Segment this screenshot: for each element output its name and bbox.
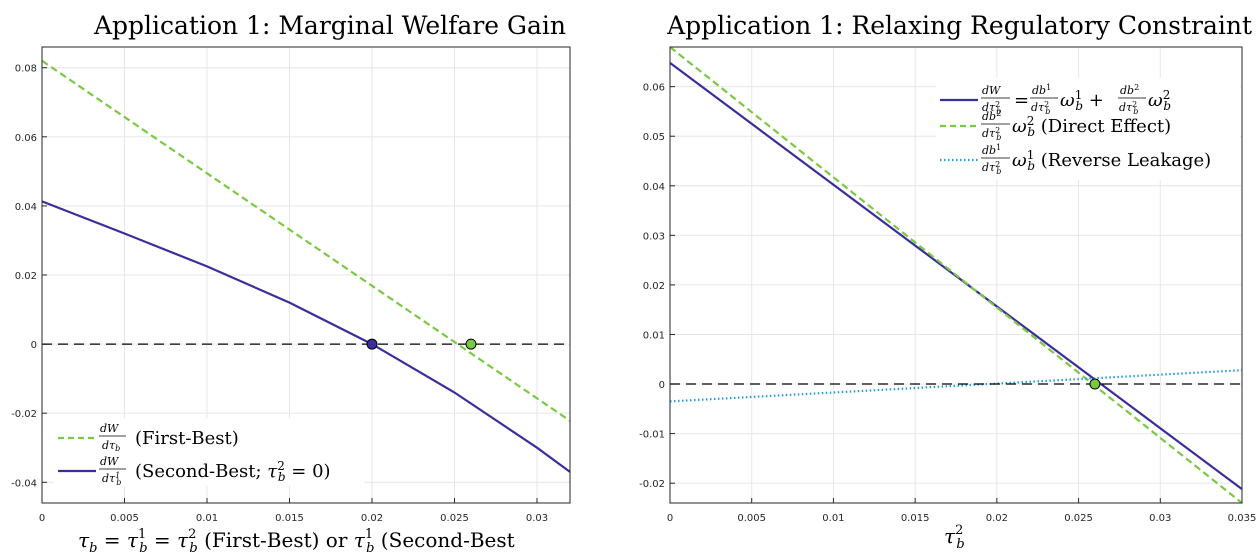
y-tick-label: -0.01 (639, 430, 665, 441)
left-legend-label-second-best: (Second-Best; τ2 b = 0) (135, 459, 331, 484)
right-x-tick-labels: 0 0.005 0.01 0.015 0.02 0.025 0.03 0.035 (667, 513, 1257, 524)
series-line-1 (41, 59, 571, 422)
left-legend-frac-den-2: dτ1 b (102, 471, 121, 487)
left-panel: Application 1: Marginal Welfare Gain 0 0.… (11, 11, 571, 553)
x-tick-label: 0 (667, 513, 673, 524)
left-legend-frac-den-1: dτb (102, 439, 120, 453)
x-tick-label: 0.01 (822, 513, 844, 524)
right-legend-label-reverse: ω1 b (Reverse Leakage) (1012, 148, 1211, 173)
series-line-2 (669, 46, 1243, 504)
x-tick-label: 0.025 (1064, 513, 1093, 524)
right-legend-frac-num-5: db1 (982, 143, 1001, 157)
x-tick-label: 0.015 (275, 513, 304, 524)
left-legend-box (54, 418, 364, 486)
x-tick-label: 0.01 (196, 513, 218, 524)
right-legend-frac-num-4: db2 (982, 109, 1001, 123)
left-x-tick-labels: 0 0.005 0.01 0.015 0.02 0.025 0.03 (39, 513, 548, 524)
x-tick-label: 0.025 (440, 513, 469, 524)
y-tick-label: 0.01 (643, 330, 665, 341)
y-tick-label: 0.02 (15, 271, 37, 282)
right-legend-frac-num-2: db1 (1032, 83, 1051, 97)
y-tick-label: 0.08 (15, 64, 37, 75)
left-legend: dW dτb (First-Best) dW dτ1 b (Second-Best… (54, 418, 364, 487)
y-tick-label: 0.06 (15, 133, 37, 144)
y-tick-label: -0.02 (11, 409, 37, 420)
right-legend-eq: = (1014, 90, 1029, 111)
intersection-marker (465, 338, 477, 350)
right-legend-frac-den-2: dτ2 b (1031, 100, 1050, 116)
right-legend-label-direct: ω2 b (Direct Effect) (1012, 114, 1171, 139)
y-tick-label: 0.05 (643, 132, 665, 143)
y-tick-label: -0.04 (11, 478, 37, 489)
y-tick-label: 0 (659, 380, 665, 391)
right-legend-frac-den-4: dτ2 b (982, 126, 1001, 142)
x-tick-label: 0.02 (361, 513, 383, 524)
right-chart-title: Application 1: Relaxing Regulatory Const… (666, 11, 1252, 40)
left-legend-frac-num-2: dW (100, 455, 120, 468)
right-legend-frac-den-1: dτ2 b (982, 100, 1001, 116)
right-plot-frame (669, 46, 1243, 504)
right-legend: dW dτ2 b = db1 dτ2 b ω1 b + db2 dτ2 b ω2 b db… (936, 78, 1240, 180)
right-series (669, 46, 1243, 504)
y-tick-label: 0 (31, 340, 37, 351)
intersection-marker (366, 338, 378, 350)
right-legend-frac-den-3: dτ2 b (1119, 100, 1138, 116)
x-tick-label: 0.035 (1228, 513, 1257, 524)
right-x-axis-label: τ2 b (944, 523, 965, 552)
right-legend-box (936, 78, 1240, 180)
right-legend-frac-num-3: db2 (1120, 83, 1139, 97)
left-y-tick-labels: -0.04 -0.02 0 0.02 0.04 0.06 0.08 (11, 64, 37, 490)
x-tick-label: 0.005 (110, 513, 139, 524)
left-markers (366, 338, 477, 350)
left-x-axis-label: τb = τ1 b = τ2 b (First-Best) or τ1 b (Seco… (78, 527, 515, 553)
right-y-tick-labels: -0.02 -0.01 0 0.01 0.02 0.03 0.04 0.05 0.06 (639, 83, 665, 491)
right-markers (1089, 378, 1101, 390)
left-series (41, 59, 571, 473)
right-legend-frac-den-5: dτ2 b (982, 160, 1001, 176)
right-legend-omega-1: ω1 b + (1060, 88, 1104, 113)
x-tick-label: 0.005 (737, 513, 766, 524)
x-tick-label: 0.02 (986, 513, 1008, 524)
left-plot-frame (41, 46, 571, 504)
x-tick-label: 0 (39, 513, 45, 524)
y-tick-label: 0.04 (15, 202, 37, 213)
x-tick-label: 0.015 (901, 513, 930, 524)
right-legend-frac-num-1: dW (982, 84, 1002, 97)
right-panel: Application 1: Relaxing Regulatory Const… (639, 11, 1256, 552)
x-tick-label: 0.03 (526, 513, 548, 524)
right-legend-omega-2: ω2 b (1148, 88, 1171, 113)
y-tick-label: -0.02 (639, 479, 665, 490)
x-tick-label: 0.03 (1149, 513, 1171, 524)
y-tick-label: 0.02 (643, 281, 665, 292)
intersection-marker (1089, 378, 1101, 390)
y-tick-label: 0.03 (643, 231, 665, 242)
y-tick-label: 0.04 (643, 182, 665, 193)
left-legend-frac-num-1: dW (100, 422, 120, 435)
left-chart-title: Application 1: Marginal Welfare Gain (93, 11, 566, 40)
series-line-3 (669, 369, 1243, 403)
left-legend-label-first-best: (First-Best) (135, 428, 239, 449)
y-tick-label: 0.06 (643, 83, 665, 94)
series-line-2 (41, 200, 571, 473)
